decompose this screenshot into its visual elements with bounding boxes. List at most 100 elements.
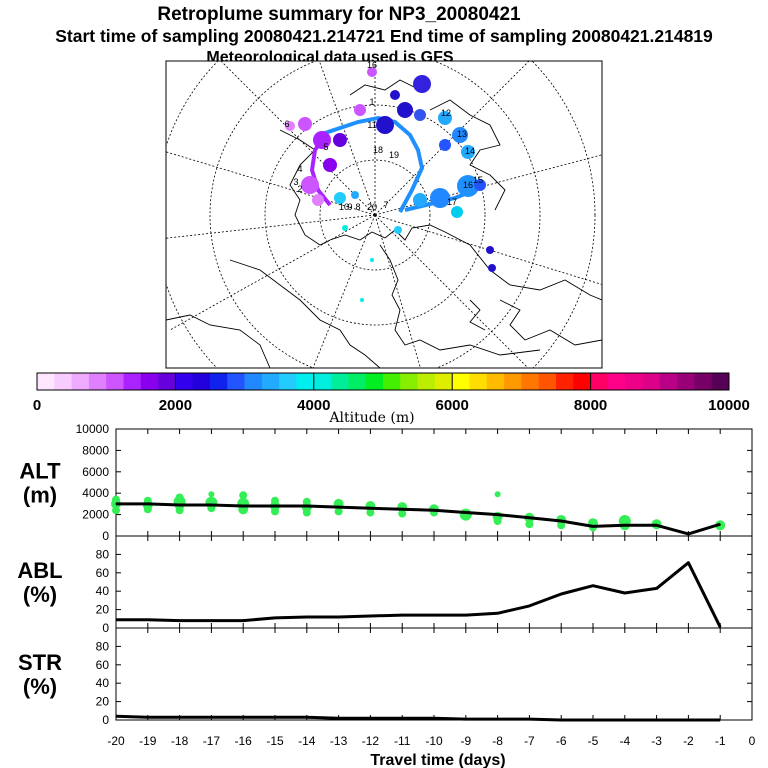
series-point: [687, 719, 690, 721]
series-point: [179, 716, 181, 718]
series-point: [528, 605, 531, 607]
map-label: 20: [367, 202, 377, 212]
x-tick-label: -6: [556, 734, 567, 748]
panel-frame: [115, 627, 753, 721]
colorbar-swatch: [659, 373, 678, 390]
altitude-cluster-point: [208, 491, 215, 498]
series-point: [369, 507, 371, 509]
series-point: [656, 719, 658, 721]
x-tick-label: -15: [266, 734, 284, 748]
y-tick-label: 2000: [82, 508, 109, 522]
series-point: [497, 514, 499, 516]
map-frame: [165, 60, 603, 369]
map-label: 1: [369, 97, 374, 107]
coastlines: [166, 79, 602, 368]
y-axis-label: STR: [18, 650, 62, 675]
colorbar-swatch: [607, 373, 626, 390]
colorbar-swatch: [452, 373, 470, 390]
panel-frame: [115, 428, 753, 537]
series-point: [401, 508, 403, 510]
colorbar-swatch: [573, 373, 591, 390]
series-point: [656, 587, 658, 590]
colorbar-swatch: [521, 373, 539, 390]
map-label: 2: [297, 184, 302, 194]
y-tick-label: 40: [96, 676, 110, 690]
altitude-cluster-point: [175, 506, 184, 515]
time-series-panels: 0200040006000800010000ALT(m)020406080ABL…: [17, 422, 755, 768]
map-label: 10: [339, 202, 349, 212]
series-point: [687, 562, 690, 564]
y-tick-label: 20: [96, 695, 110, 709]
series-point: [465, 718, 467, 720]
colorbar-swatch: [469, 373, 488, 390]
x-tick-label: -5: [588, 734, 599, 748]
x-tick-label: -11: [394, 734, 411, 748]
series-point: [497, 612, 499, 614]
map-label: 16: [463, 180, 473, 190]
series-point: [306, 505, 308, 507]
map-label: 3: [293, 177, 298, 187]
x-tick-label: -14: [298, 734, 316, 748]
colorbar-swatch: [210, 373, 228, 390]
series-point: [179, 504, 181, 506]
x-tick-label: -19: [139, 734, 157, 748]
y-tick-label: 80: [96, 639, 110, 653]
colorbar-swatch: [192, 373, 211, 390]
series-point: [147, 619, 149, 621]
colorbar-swatch: [504, 373, 522, 390]
series-point: [242, 620, 244, 622]
colorbar-swatch: [434, 373, 453, 390]
series-point: [719, 719, 721, 721]
series-point: [465, 511, 467, 514]
x-tick-label: -2: [683, 734, 694, 748]
map-label: 18: [373, 145, 383, 155]
colorbar-swatch: [54, 373, 72, 390]
x-tick-label: -12: [362, 734, 380, 748]
altitude-cluster-point: [112, 506, 120, 515]
series-point: [147, 503, 149, 505]
series-point: [465, 614, 467, 616]
series-point: [338, 506, 340, 508]
map-label: 9: [347, 202, 352, 212]
colorbar-swatch: [538, 373, 557, 390]
series-point: [592, 585, 594, 587]
colorbar-tick-label: 2000: [159, 397, 192, 414]
map-label: 16: [367, 60, 377, 70]
colorbar-swatch: [88, 373, 107, 390]
series-point: [433, 614, 435, 616]
map-label: 8: [355, 202, 360, 212]
series-point: [560, 520, 562, 522]
colorbar-swatch: [365, 373, 384, 390]
series-point: [242, 716, 244, 718]
map-label: 13: [457, 129, 467, 139]
x-tick-label: -1: [715, 734, 726, 748]
series-point: [624, 524, 626, 526]
series-point: [210, 716, 212, 718]
series-point: [274, 505, 276, 507]
series-line: [115, 714, 721, 722]
series-line: [116, 561, 722, 628]
y-tick-label: 4000: [82, 486, 109, 500]
y-axis-unit: (%): [23, 582, 57, 607]
series-point: [560, 593, 562, 595]
series-point: [115, 503, 117, 505]
map-label: 17: [447, 197, 457, 207]
colorbar-swatch: [71, 373, 90, 390]
series-point: [338, 717, 340, 719]
altitude-cluster-point: [143, 505, 152, 514]
series-point: [401, 614, 403, 616]
map-label: 12: [441, 108, 451, 118]
colorbar-swatch: [590, 373, 609, 390]
colorbar-tick-label: 0: [33, 397, 41, 414]
y-tick-label: 60: [96, 658, 110, 672]
map-label: 7: [383, 200, 388, 210]
x-tick-label: -16: [235, 734, 253, 748]
colorbar-swatch: [694, 373, 712, 390]
colorbar-swatch: [711, 373, 730, 390]
colorbar-swatch: [417, 373, 436, 390]
series-point: [274, 716, 276, 718]
y-tick-label: 0: [102, 713, 109, 727]
y-tick-label: 6000: [82, 465, 109, 479]
altitude-cluster-point: [494, 491, 501, 498]
colorbar-swatch: [123, 373, 142, 390]
